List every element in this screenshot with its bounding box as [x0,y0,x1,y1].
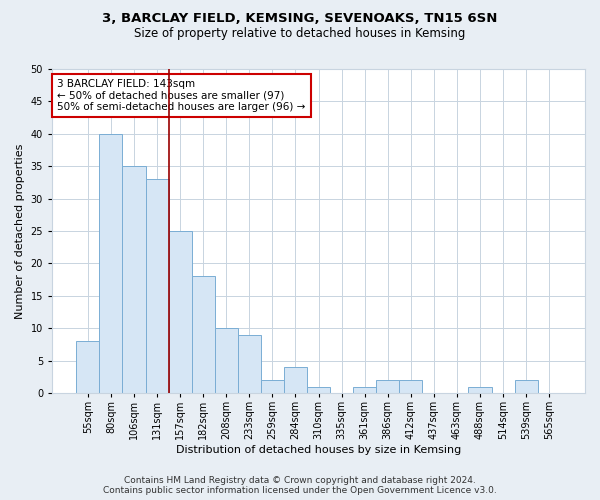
Bar [284,367,307,393]
Bar [76,342,100,393]
Y-axis label: Number of detached properties: Number of detached properties [15,144,25,319]
Bar [515,380,538,393]
Bar [100,134,122,393]
Bar [261,380,284,393]
X-axis label: Distribution of detached houses by size in Kemsing: Distribution of detached houses by size … [176,445,461,455]
Bar [238,335,261,393]
Bar [122,166,146,393]
Text: Contains public sector information licensed under the Open Government Licence v3: Contains public sector information licen… [103,486,497,495]
Text: 3, BARCLAY FIELD, KEMSING, SEVENOAKS, TN15 6SN: 3, BARCLAY FIELD, KEMSING, SEVENOAKS, TN… [103,12,497,26]
Bar [307,386,330,393]
Text: Size of property relative to detached houses in Kemsing: Size of property relative to detached ho… [134,28,466,40]
Bar [469,386,491,393]
Bar [399,380,422,393]
Bar [353,386,376,393]
Text: Contains HM Land Registry data © Crown copyright and database right 2024.: Contains HM Land Registry data © Crown c… [124,476,476,485]
Bar [169,231,191,393]
Bar [146,179,169,393]
Bar [376,380,399,393]
Text: 3 BARCLAY FIELD: 143sqm
← 50% of detached houses are smaller (97)
50% of semi-de: 3 BARCLAY FIELD: 143sqm ← 50% of detache… [58,78,306,112]
Bar [191,276,215,393]
Bar [215,328,238,393]
